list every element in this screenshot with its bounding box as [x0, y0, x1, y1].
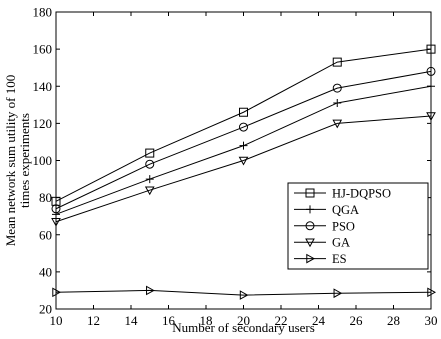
y-tick-label: 120 — [33, 116, 53, 131]
y-tick-label: 60 — [39, 227, 52, 242]
legend-marker — [306, 205, 314, 214]
legend-marker — [305, 221, 315, 231]
data-point — [333, 288, 343, 299]
legend: HJ-DQPSO QGA PSO GA ES — [287, 182, 429, 270]
legend-label: ES — [332, 252, 347, 266]
data-point — [146, 285, 155, 296]
x-tick-label: 10 — [50, 313, 63, 328]
legend-entry: GA — [294, 236, 350, 250]
legend-marker — [306, 253, 316, 264]
y-tick-label: 20 — [39, 302, 52, 317]
x-tick-label: 24 — [312, 313, 326, 328]
legend-label: GA — [332, 236, 350, 250]
y-axis-label-line-2: times experiments — [17, 113, 32, 208]
y-tick-label: 160 — [33, 42, 53, 57]
series-pso — [51, 66, 436, 214]
series-line — [55, 70, 432, 210]
y-tick-label: 180 — [33, 5, 53, 20]
x-tick-label: 22 — [275, 313, 288, 328]
y-axis-label-line-1: Mean network sum utility of 100 — [3, 75, 18, 247]
data-point — [427, 82, 435, 91]
x-tick-label: 26 — [350, 313, 364, 328]
x-axis-label: Number of secondary users — [172, 320, 315, 335]
legend-marker — [305, 238, 315, 248]
data-point — [52, 210, 60, 219]
data-point — [51, 196, 61, 206]
series-line — [55, 115, 432, 223]
x-tick-label: 30 — [425, 313, 438, 328]
y-tick-label: 140 — [33, 79, 53, 94]
legend-entry: ES — [294, 252, 347, 266]
x-tick-label: 20 — [237, 313, 250, 328]
x-tick-label: 16 — [162, 313, 176, 328]
data-point — [51, 204, 61, 214]
series-line — [55, 48, 432, 202]
data-point — [239, 107, 248, 117]
data-point — [51, 218, 61, 227]
data-point — [145, 148, 155, 158]
series-lines — [51, 44, 437, 300]
legend-entry: HJ-DQPSO — [294, 187, 391, 201]
legend-label: HJ-DQPSO — [332, 187, 391, 201]
data-point — [145, 175, 154, 184]
data-point — [332, 83, 342, 93]
y-tick-label: 80 — [39, 190, 52, 205]
series-ga — [51, 112, 436, 227]
data-point — [144, 186, 155, 196]
data-point — [426, 66, 436, 76]
x-tick-label: 14 — [125, 313, 139, 328]
x-tick-label: 12 — [87, 313, 100, 328]
data-point — [427, 287, 437, 298]
y-tick-label: 40 — [39, 264, 52, 279]
data-point — [145, 159, 155, 169]
legend-label: PSO — [332, 219, 355, 233]
series-hj-dqpso — [51, 44, 436, 206]
data-point — [426, 44, 436, 54]
data-point — [333, 98, 342, 107]
data-point — [52, 287, 62, 298]
legend-label: QGA — [332, 203, 359, 217]
data-point — [332, 119, 343, 129]
x-tick-label: 28 — [387, 313, 400, 328]
data-point — [426, 112, 436, 121]
y-tick-label: 100 — [33, 153, 53, 168]
data-point — [238, 156, 249, 166]
tick-labels: 10 12 14 16 18 20 22 24 26 28 30 20 40 60 80 100 120 140 1… — [33, 5, 438, 329]
series-qga — [52, 82, 435, 219]
series-es — [52, 285, 437, 300]
data-point — [239, 290, 249, 300]
legend-marker — [305, 188, 315, 198]
series-line — [55, 289, 432, 296]
legend-entry: QGA — [294, 203, 359, 217]
data-point — [332, 57, 342, 67]
legend-entry: PSO — [294, 219, 355, 233]
data-point — [239, 141, 248, 150]
x-tick-label: 18 — [200, 313, 213, 328]
data-point — [239, 122, 248, 132]
